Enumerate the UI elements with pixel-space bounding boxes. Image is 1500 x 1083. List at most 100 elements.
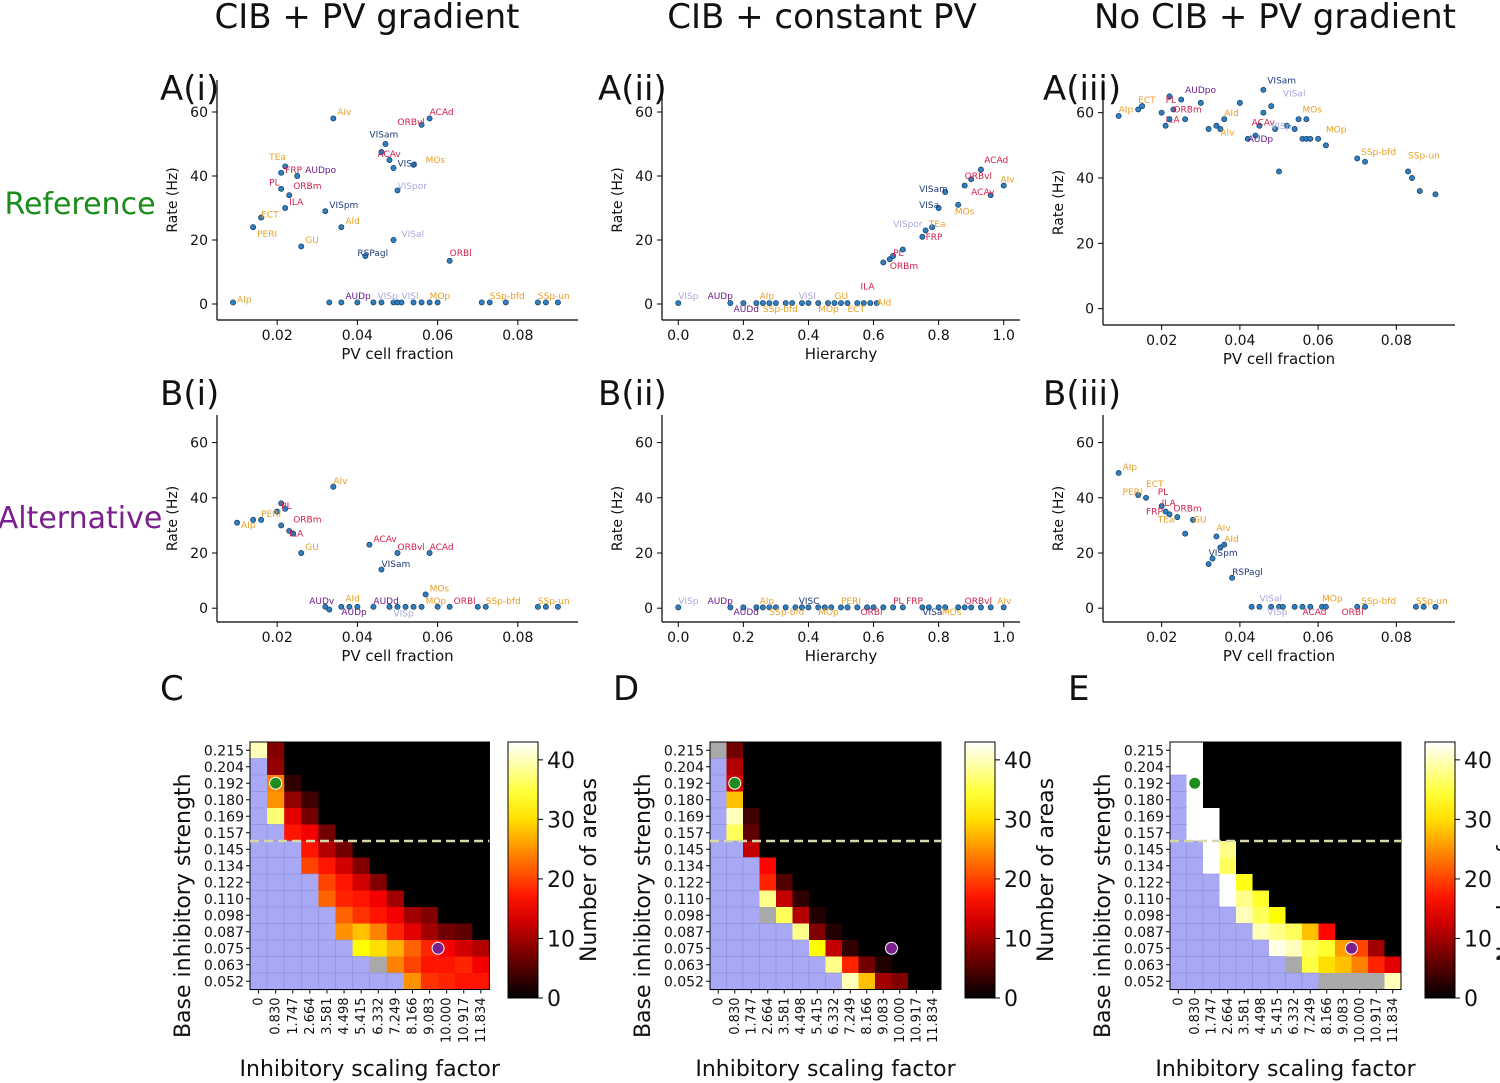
heatmap-cell — [386, 890, 405, 908]
data-point — [880, 259, 887, 266]
heatmap-cell — [825, 923, 843, 941]
colorbar-tick-label: 40 — [547, 749, 575, 774]
x-tick-label: 0.02 — [262, 328, 293, 344]
y-tick-label: 0.110 — [1124, 892, 1164, 908]
data-point — [278, 169, 285, 176]
heatmap-cell — [318, 824, 336, 842]
heatmap-cell — [352, 907, 371, 924]
heatmap-cell — [421, 742, 439, 759]
column-titles: CIB + PV gradient CIB + constant PV No C… — [215, 0, 1457, 37]
heatmap-cell — [403, 824, 422, 842]
x-tick-label: 0.0 — [667, 328, 689, 344]
x-tick-label: 3.581 — [320, 998, 335, 1035]
heatmap-cell — [249, 939, 268, 958]
heatmap-cell — [335, 956, 354, 974]
heatmap-cell — [842, 940, 859, 957]
y-tick-label: 40 — [190, 169, 208, 185]
heatmap-cell — [726, 923, 744, 941]
data-point — [1291, 126, 1298, 132]
area-label: GU — [1193, 516, 1207, 526]
y-tick-label: 40 — [1076, 171, 1094, 187]
heatmap-cell — [249, 840, 268, 859]
heatmap-cell — [1351, 775, 1369, 792]
panels: A(i) 0 20 40 60 0.02 0.04 0.06 0.08 PV cell fract… — [160, 69, 1500, 1082]
area-label: ACAv — [971, 188, 995, 198]
heatmap-cell — [352, 972, 371, 991]
y-tick-label: 40 — [1076, 491, 1094, 507]
data-point — [1170, 106, 1177, 113]
heatmap-cell — [1368, 808, 1385, 825]
data-point — [772, 604, 779, 611]
y-tick-label: 0.192 — [1124, 776, 1164, 792]
heatmap-cell — [283, 840, 303, 859]
heatmap-cell — [300, 906, 320, 925]
heatmap-cell — [809, 857, 826, 875]
heatmap-cell — [809, 940, 826, 957]
y-tick-label: 0.180 — [1124, 793, 1164, 809]
heatmap-cell — [842, 923, 859, 941]
x-axis-label: Inhibitory scaling factor — [1155, 1057, 1416, 1082]
panel-label: A(ii) — [598, 69, 667, 109]
heatmap-cell — [809, 791, 826, 809]
heatmap-cell — [335, 874, 353, 891]
heatmap-cell — [472, 890, 490, 908]
data-point — [486, 299, 493, 306]
heatmap-cell — [300, 939, 320, 958]
heatmap-cell — [1335, 973, 1352, 990]
x-tick-label: 6.332 — [827, 998, 842, 1035]
y-tick-label: 0.134 — [1124, 859, 1164, 875]
heatmap-cell — [318, 775, 336, 792]
x-axis-label: Inhibitory scaling factor — [240, 1057, 501, 1082]
heatmap-cell — [1269, 940, 1286, 957]
data-point — [1307, 135, 1314, 142]
heatmap-cell — [1368, 857, 1385, 875]
x-tick-label: 10.917 — [1369, 998, 1384, 1044]
heatmap-cell — [1318, 824, 1336, 842]
heatmap-cell — [776, 874, 793, 891]
heatmap-cell — [742, 873, 761, 892]
heatmap-cell — [1384, 890, 1402, 908]
area-label: VISC — [799, 597, 820, 607]
area-label: VISp — [377, 292, 398, 302]
heatmap-cell — [825, 907, 843, 924]
heatmap-cell — [1384, 956, 1402, 974]
data-point — [1135, 106, 1142, 113]
heatmap-cell — [352, 940, 371, 957]
data-point — [378, 149, 385, 155]
area-label: VISp — [393, 609, 414, 619]
heatmap-cell — [455, 874, 473, 891]
x-tick-label: 0.830 — [728, 998, 743, 1035]
data-point — [286, 527, 293, 534]
data-point — [542, 603, 549, 610]
heatmap-cell — [386, 907, 405, 924]
heatmap-cell — [335, 758, 353, 776]
area-label: AId — [877, 299, 892, 309]
heatmap-cell — [1285, 857, 1303, 875]
heatmap-cell — [284, 742, 302, 759]
heatmap-cell — [438, 791, 456, 809]
heatmap-cell — [1351, 841, 1369, 858]
area-label: ORBvl — [965, 597, 992, 607]
x-tick-label: 9.083 — [1336, 998, 1351, 1035]
heatmap-cell — [908, 775, 925, 792]
heatmap-cell — [1186, 742, 1204, 759]
data-point — [867, 300, 874, 306]
heatmap-cell — [1269, 874, 1286, 891]
data-point — [1221, 541, 1228, 548]
heatmap-cell — [438, 857, 456, 875]
data-point — [474, 603, 481, 610]
area-label: ACAv — [373, 535, 397, 545]
heatmap-cell — [776, 742, 793, 759]
data-point — [977, 166, 984, 173]
area-label: FRP — [906, 597, 923, 607]
heatmap-cell — [472, 791, 490, 809]
heatmap-cell — [352, 890, 371, 908]
data-point — [987, 604, 994, 611]
heatmap-cell — [908, 857, 925, 875]
heatmap-cell — [924, 824, 942, 842]
colorbar-label: Number of areas — [577, 778, 602, 962]
heatmap-cell — [421, 857, 439, 875]
heatmap-cell — [726, 824, 744, 842]
heatmap-cell — [266, 824, 285, 842]
data-point — [831, 300, 838, 306]
